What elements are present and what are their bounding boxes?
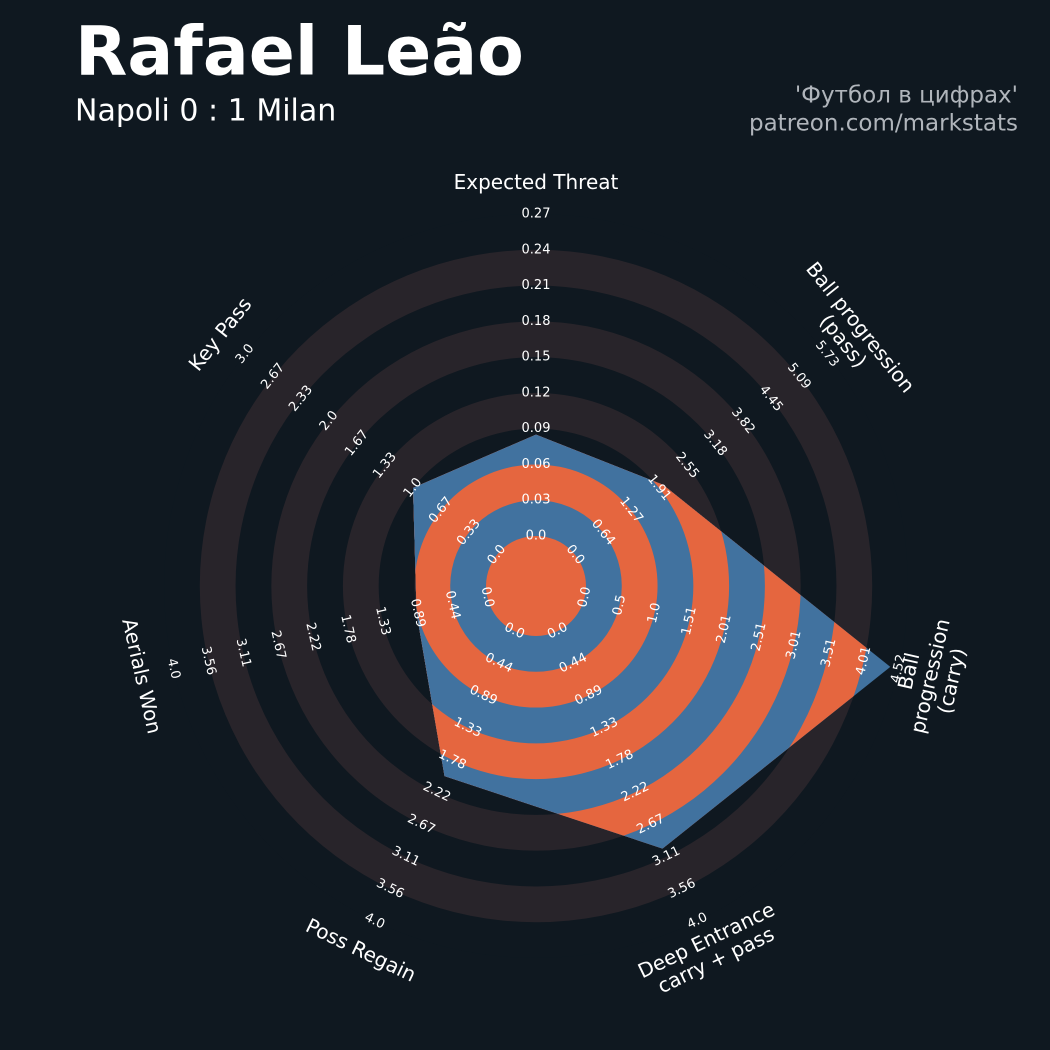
tick-label: 3.11	[233, 637, 254, 669]
tick-label: 0.21	[522, 278, 551, 293]
tick-label: 1.0	[645, 601, 664, 625]
tick-label: 0.27	[522, 207, 551, 222]
tick-label: 0.0	[526, 529, 547, 544]
tick-label: 0.18	[522, 314, 551, 329]
tick-label: 1.33	[372, 605, 393, 637]
param-label: Expected Threat	[453, 170, 619, 194]
tick-label: 0.89	[407, 597, 428, 629]
tick-label: 0.06	[522, 457, 551, 472]
tick-label: 2.67	[267, 629, 288, 661]
tick-label: 1.51	[679, 605, 700, 637]
tick-label: 2.01	[714, 613, 735, 645]
tick-label: 0.5	[610, 593, 629, 617]
tick-label: 3.01	[783, 629, 804, 661]
tick-label: 2.22	[302, 621, 323, 653]
chart-title: Rafael Leão	[75, 13, 524, 92]
tick-label: 0.12	[522, 385, 551, 400]
tick-label: 4.52	[888, 653, 909, 685]
tick-label: 0.0	[478, 585, 497, 609]
tick-label: 3.56	[198, 645, 219, 677]
tick-label: 0.44	[442, 589, 463, 621]
tick-label: 0.03	[522, 493, 551, 508]
tick-label: 0.15	[522, 350, 551, 365]
tick-label: 2.51	[749, 621, 770, 653]
tick-label: 4.0	[164, 657, 183, 681]
tick-label: 0.0	[575, 585, 594, 609]
tick-label: 3.51	[818, 637, 839, 669]
tick-label: 0.24	[522, 242, 551, 257]
tick-label: 0.09	[522, 421, 551, 436]
tick-label: 1.78	[337, 613, 358, 645]
tick-label: 4.01	[853, 645, 874, 677]
chart-subtitle: Napoli 0 : 1 Milan	[75, 94, 336, 129]
ring	[486, 536, 586, 636]
radar-fill	[413, 434, 891, 849]
credit: 'Футбол в цифрах'	[795, 83, 1018, 109]
credit: patreon.com/markstats	[749, 111, 1018, 137]
